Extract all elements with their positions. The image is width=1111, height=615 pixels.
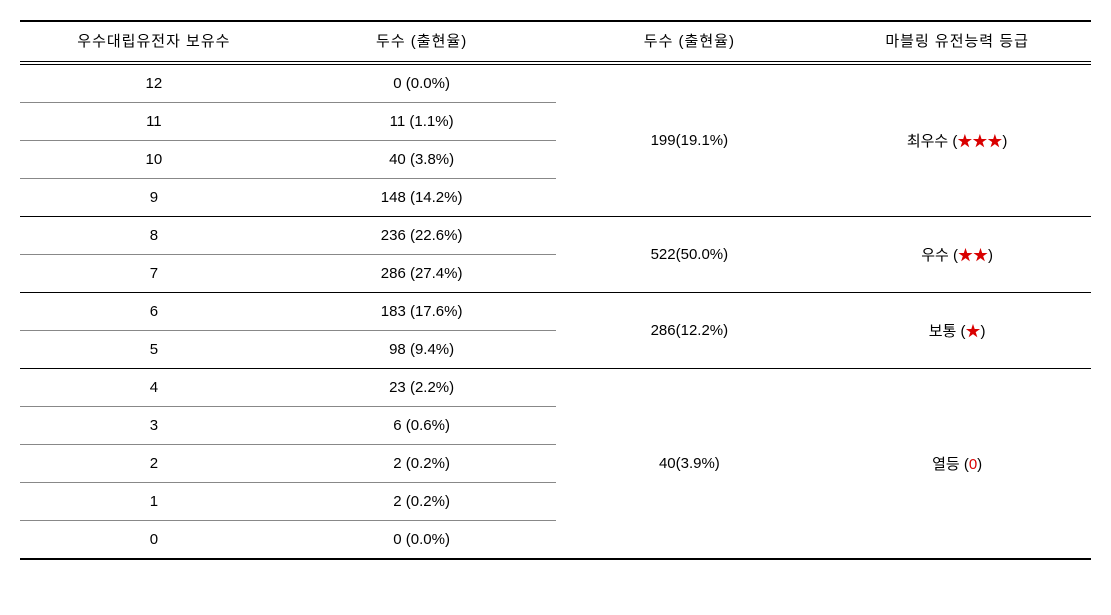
grade-label: 보통 ( [929, 323, 966, 340]
table-body: 120 (0.0%)199(19.1%)최우수 (★★★)1111 (1.1%)… [20, 62, 1091, 560]
grade-suffix: ) [1002, 133, 1007, 150]
table-row: 120 (0.0%)199(19.1%)최우수 (★★★) [20, 65, 1091, 103]
cell-summary: 199(19.1%) [556, 65, 824, 217]
star-icon: ★★ [958, 247, 988, 264]
cell-count: 0 (0.0%) [288, 65, 556, 103]
grade-suffix: ) [988, 247, 993, 264]
cell-count: 98 (9.4%) [288, 331, 556, 369]
cell-allele: 6 [20, 293, 288, 331]
cell-count: 148 (14.2%) [288, 179, 556, 217]
cell-allele: 2 [20, 445, 288, 483]
cell-grade: 보통 (★) [823, 293, 1091, 369]
cell-count: 183 (17.6%) [288, 293, 556, 331]
cell-count: 6 (0.6%) [288, 407, 556, 445]
cell-summary: 522(50.0%) [556, 217, 824, 293]
cell-count: 236 (22.6%) [288, 217, 556, 255]
cell-allele: 3 [20, 407, 288, 445]
cell-allele: 10 [20, 141, 288, 179]
cell-allele: 7 [20, 255, 288, 293]
cell-allele: 12 [20, 65, 288, 103]
grade-label: 열등 ( [932, 456, 969, 473]
cell-count: 23 (2.2%) [288, 369, 556, 407]
cell-count: 0 (0.0%) [288, 521, 556, 560]
grade-suffix: ) [981, 323, 986, 340]
cell-grade: 우수 (★★) [823, 217, 1091, 293]
star-icon: ★★★ [957, 133, 1002, 150]
grade-label: 최우수 ( [907, 133, 958, 150]
cell-count: 286 (27.4%) [288, 255, 556, 293]
header-count-rate-2: 두수 (출현율) [556, 21, 824, 62]
cell-count: 2 (0.2%) [288, 483, 556, 521]
header-allele-count: 우수대립유전자 보유수 [20, 21, 288, 62]
cell-allele: 11 [20, 103, 288, 141]
cell-summary: 286(12.2%) [556, 293, 824, 369]
table-row: 6183 (17.6%)286(12.2%)보통 (★) [20, 293, 1091, 331]
table-row: 423 (2.2%)40(3.9%)열등 (0) [20, 369, 1091, 407]
cell-allele: 9 [20, 179, 288, 217]
cell-allele: 1 [20, 483, 288, 521]
star-icon: ★ [966, 323, 981, 340]
cell-count: 11 (1.1%) [288, 103, 556, 141]
cell-allele: 4 [20, 369, 288, 407]
cell-allele: 8 [20, 217, 288, 255]
header-grade: 마블링 유전능력 등급 [823, 21, 1091, 62]
cell-allele: 5 [20, 331, 288, 369]
cell-grade: 최우수 (★★★) [823, 65, 1091, 217]
cell-count: 2 (0.2%) [288, 445, 556, 483]
header-count-rate-1: 두수 (출현율) [288, 21, 556, 62]
cell-count: 40 (3.8%) [288, 141, 556, 179]
cell-summary: 40(3.9%) [556, 369, 824, 560]
table-header: 우수대립유전자 보유수 두수 (출현율) 두수 (출현율) 마블링 유전능력 등… [20, 21, 1091, 62]
genetics-table: 우수대립유전자 보유수 두수 (출현율) 두수 (출현율) 마블링 유전능력 등… [20, 20, 1091, 560]
zero-icon: 0 [969, 456, 977, 473]
grade-label: 우수 ( [921, 247, 958, 264]
cell-grade: 열등 (0) [823, 369, 1091, 560]
cell-allele: 0 [20, 521, 288, 560]
table-row: 8236 (22.6%)522(50.0%)우수 (★★) [20, 217, 1091, 255]
grade-suffix: ) [977, 456, 982, 473]
